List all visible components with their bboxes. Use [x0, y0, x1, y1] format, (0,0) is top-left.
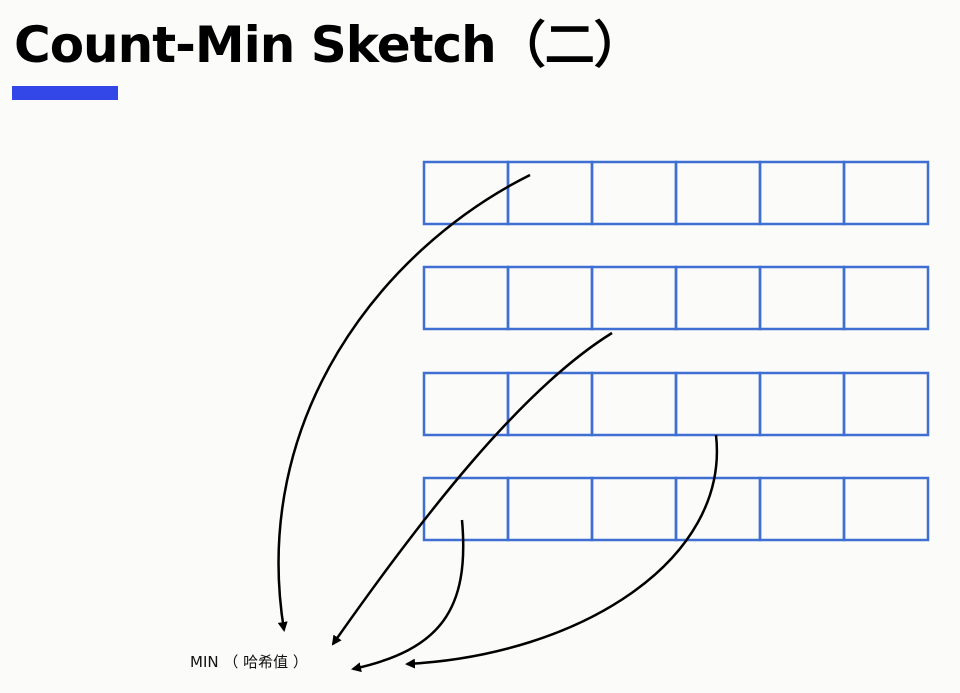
counter-cell: [842, 371, 930, 437]
counter-cell: [674, 476, 762, 542]
counter-cell: [422, 476, 510, 542]
counter-cell: [758, 265, 846, 331]
counter-cell: [758, 476, 846, 542]
counter-cell: [506, 160, 594, 226]
arrow-row-2: [331, 331, 613, 646]
counter-cell: [590, 265, 678, 331]
counter-cell: [506, 476, 594, 542]
counter-cell: [842, 160, 930, 226]
slide-title: Count-Min Sketch（二）: [14, 16, 644, 74]
counter-cell: [842, 265, 930, 331]
counter-cell: [758, 160, 846, 226]
counter-cell: [422, 371, 510, 437]
hash-row-2: [422, 265, 930, 331]
min-hash-value-label: MIN （ 哈希值 ）: [190, 653, 308, 671]
counter-cell: [590, 160, 678, 226]
counter-cell: [842, 476, 930, 542]
counter-cell: [506, 265, 594, 331]
arrow-row-4: [351, 519, 465, 673]
hash-row-4: [422, 476, 930, 542]
counter-cell: [590, 371, 678, 437]
counter-cell: [674, 371, 762, 437]
counter-cell: [758, 371, 846, 437]
counter-cell: [674, 265, 762, 331]
hash-row-3: [422, 371, 930, 437]
arrow-row-3: [405, 434, 719, 669]
counter-cell: [422, 265, 510, 331]
hash-row-1: [422, 160, 930, 226]
counter-cell: [590, 476, 678, 542]
arrow-row-1: [277, 173, 531, 632]
counter-cell: [674, 160, 762, 226]
title-accent-bar: [12, 86, 118, 100]
